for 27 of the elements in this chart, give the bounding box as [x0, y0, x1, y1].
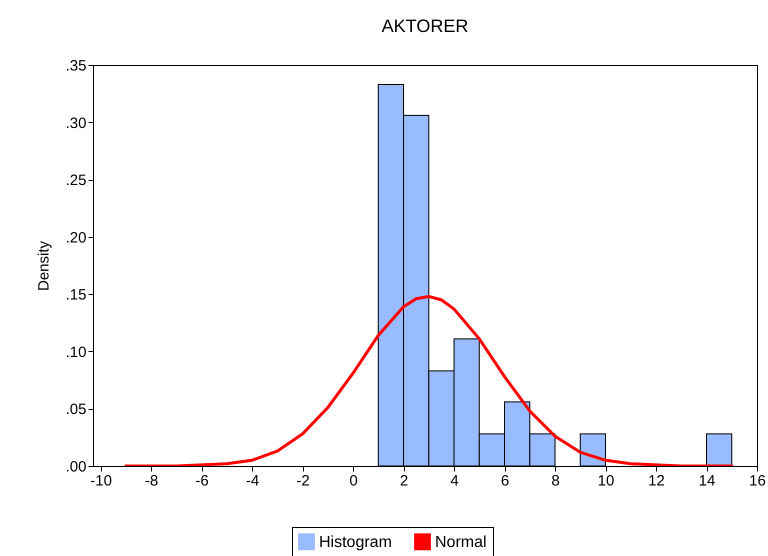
x-tick-label: -10 — [90, 472, 112, 490]
y-tick-label: .00 — [66, 458, 86, 476]
x-tick-label: -4 — [246, 472, 260, 490]
x-tick-label: 6 — [500, 472, 510, 490]
y-tick-label: .20 — [66, 229, 86, 246]
y-axis-title: Density — [36, 240, 53, 292]
x-tick-label: 16 — [749, 472, 766, 490]
x-tick-label: 12 — [648, 472, 665, 490]
x-tick-label: 8 — [551, 472, 560, 490]
x-tick-label: -8 — [144, 472, 158, 490]
x-tick-label: 14 — [698, 472, 716, 490]
x-tick-label: -6 — [195, 472, 209, 490]
y-tick-label: .10 — [66, 344, 86, 361]
x-tick-label: 0 — [349, 472, 358, 490]
x-tick-label: -2 — [296, 472, 310, 490]
legend-label: Normal — [435, 534, 487, 551]
y-tick-label: .30 — [66, 114, 86, 132]
chart-title: AKTORER — [382, 16, 468, 36]
x-tick-label: 2 — [400, 472, 408, 490]
line-series — [124, 294, 734, 466]
y-tick-label: .35 — [66, 58, 86, 74]
y-tick-label: .15 — [66, 286, 86, 304]
y-tick-label: .05 — [66, 401, 86, 418]
x-tick-label: 4 — [450, 472, 459, 490]
x-tick-label: 10 — [598, 472, 614, 490]
legend-label: Histogram — [319, 534, 392, 551]
y-tick-label: .25 — [66, 172, 86, 190]
